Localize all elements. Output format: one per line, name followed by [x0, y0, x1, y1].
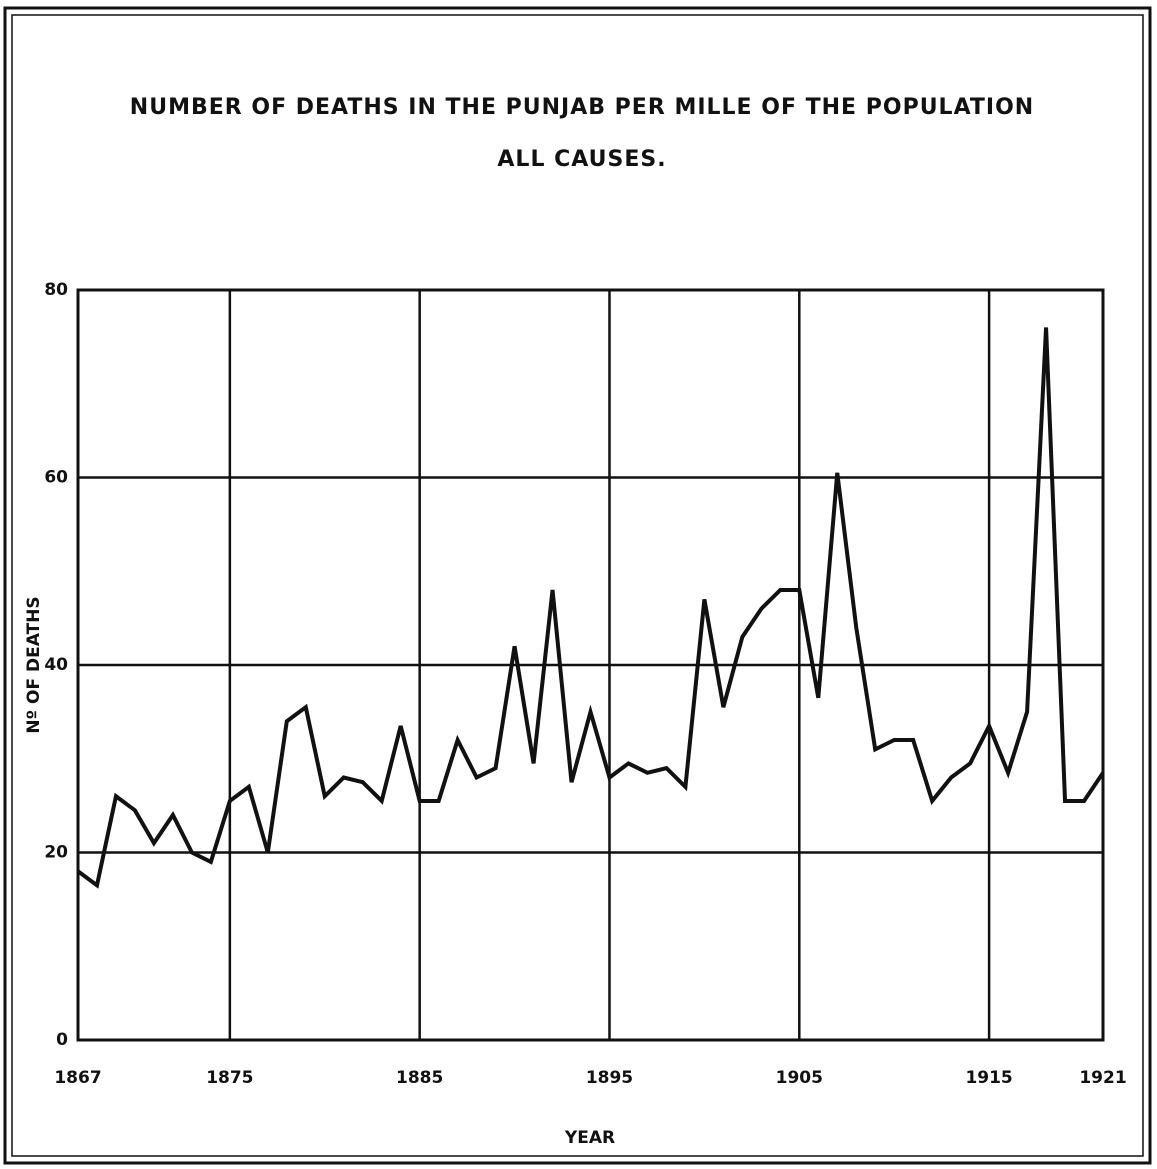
y-tick-label: 60 — [44, 468, 68, 488]
y-tick-label: 80 — [44, 280, 68, 300]
x-tick-label: 1921 — [1079, 1068, 1126, 1088]
chart-title: NUMBER OF DEATHS IN THE PUNJAB PER MILLE… — [130, 95, 1034, 120]
x-tick-label: 1895 — [586, 1068, 633, 1088]
x-tick-label: 1885 — [396, 1068, 443, 1088]
x-tick-label: 1875 — [206, 1068, 253, 1088]
y-tick-label: 20 — [44, 843, 68, 863]
x-tick-label: 1867 — [54, 1068, 101, 1088]
data-line — [76, 327, 1105, 889]
y-tick-label: 0 — [56, 1030, 68, 1050]
outer-frame — [3, 6, 1152, 1165]
inner-frame — [11, 14, 1144, 1157]
y-axis-label: Nº OF DEATHS — [24, 596, 44, 733]
x-tick-label: 1905 — [776, 1068, 823, 1088]
x-axis-label: YEAR — [564, 1128, 615, 1148]
chart-subtitle: ALL CAUSES. — [497, 147, 666, 172]
y-tick-label: 40 — [44, 655, 68, 675]
x-tick-label: 1915 — [965, 1068, 1012, 1088]
